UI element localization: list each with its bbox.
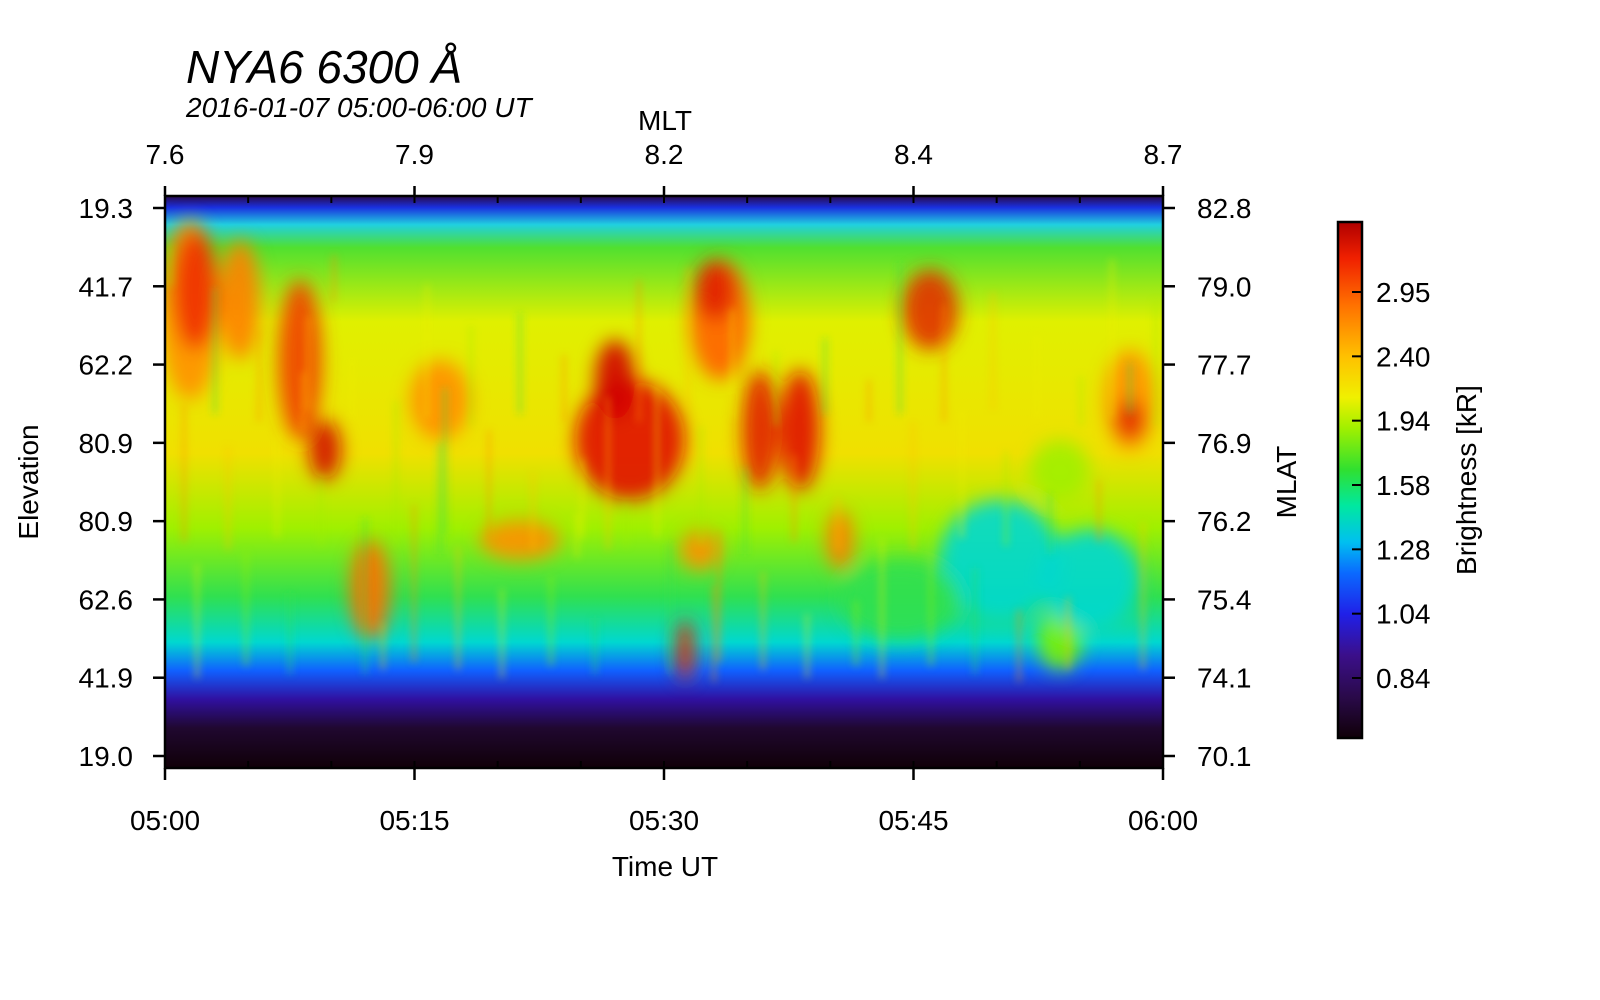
right-axis-label: MLAT bbox=[1271, 446, 1302, 519]
heatmap-image bbox=[165, 196, 1163, 768]
x-axis-label: Time UT bbox=[612, 851, 718, 882]
y-axis-right: 82.8 79.0 77.7 76.9 76.2 75.4 74.1 70.1 bbox=[1163, 193, 1252, 772]
y-tick-label: 41.7 bbox=[79, 271, 134, 302]
x-axis-top: 7.6 7.9 8.2 8.4 8.7 bbox=[146, 139, 1183, 203]
y-tick-label: 62.6 bbox=[79, 584, 134, 615]
colorbar-tick-label: 1.58 bbox=[1376, 470, 1431, 501]
chart-title: NYA6 6300 Å bbox=[186, 41, 463, 93]
y-tick-label: 62.2 bbox=[79, 350, 134, 381]
y-axis-label: Elevation bbox=[13, 424, 44, 539]
y-tick-label: 80.9 bbox=[79, 506, 134, 537]
top-axis-label: MLT bbox=[638, 105, 692, 136]
top-tick-label: 7.6 bbox=[146, 139, 185, 170]
y-tick-label: 19.3 bbox=[79, 193, 134, 224]
top-tick-label: 7.9 bbox=[395, 139, 434, 170]
colorbar-tick-label: 0.84 bbox=[1376, 663, 1431, 694]
x-tick-label: 05:15 bbox=[379, 805, 449, 836]
chart-subtitle: 2016-01-07 05:00-06:00 UT bbox=[186, 92, 532, 123]
x-axis-bottom: 05:00 05:15 05:30 05:45 06:00 bbox=[130, 761, 1198, 836]
colorbar-tick-label: 2.95 bbox=[1376, 277, 1431, 308]
y-tick-label: 19.0 bbox=[79, 741, 134, 772]
y-axis-left: 19.3 41.7 62.2 80.9 80.9 62.6 41.9 19.0 bbox=[79, 193, 165, 772]
right-tick-label: 75.4 bbox=[1197, 584, 1252, 615]
x-tick-label: 06:00 bbox=[1128, 805, 1198, 836]
colorbar-tick-label: 1.94 bbox=[1376, 406, 1431, 437]
top-tick-label: 8.4 bbox=[894, 139, 933, 170]
colorbar-tick-label: 1.04 bbox=[1376, 599, 1431, 630]
colorbar-label: Brightness [kR] bbox=[1451, 385, 1482, 575]
colorbar-tick-label: 1.28 bbox=[1376, 534, 1431, 565]
x-tick-label: 05:00 bbox=[130, 805, 200, 836]
y-tick-label: 41.9 bbox=[79, 663, 134, 694]
y-tick-label: 80.9 bbox=[79, 428, 134, 459]
top-tick-label: 8.7 bbox=[1144, 139, 1183, 170]
colorbar-tick-label: 2.40 bbox=[1376, 341, 1431, 372]
right-tick-label: 70.1 bbox=[1197, 741, 1252, 772]
right-tick-label: 74.1 bbox=[1197, 663, 1252, 694]
colorbar-scale bbox=[1336, 220, 1364, 740]
right-tick-label: 77.7 bbox=[1197, 350, 1252, 381]
right-tick-label: 76.2 bbox=[1197, 506, 1252, 537]
x-tick-label: 05:30 bbox=[629, 805, 699, 836]
top-tick-label: 8.2 bbox=[645, 139, 684, 170]
right-tick-label: 82.8 bbox=[1197, 193, 1252, 224]
right-tick-label: 79.0 bbox=[1197, 271, 1252, 302]
right-tick-label: 76.9 bbox=[1197, 428, 1252, 459]
colorbar: 2.95 2.40 1.94 1.58 1.28 1.04 0.84 Brightness … bbox=[1336, 220, 1482, 740]
x-tick-label: 05:45 bbox=[878, 805, 948, 836]
